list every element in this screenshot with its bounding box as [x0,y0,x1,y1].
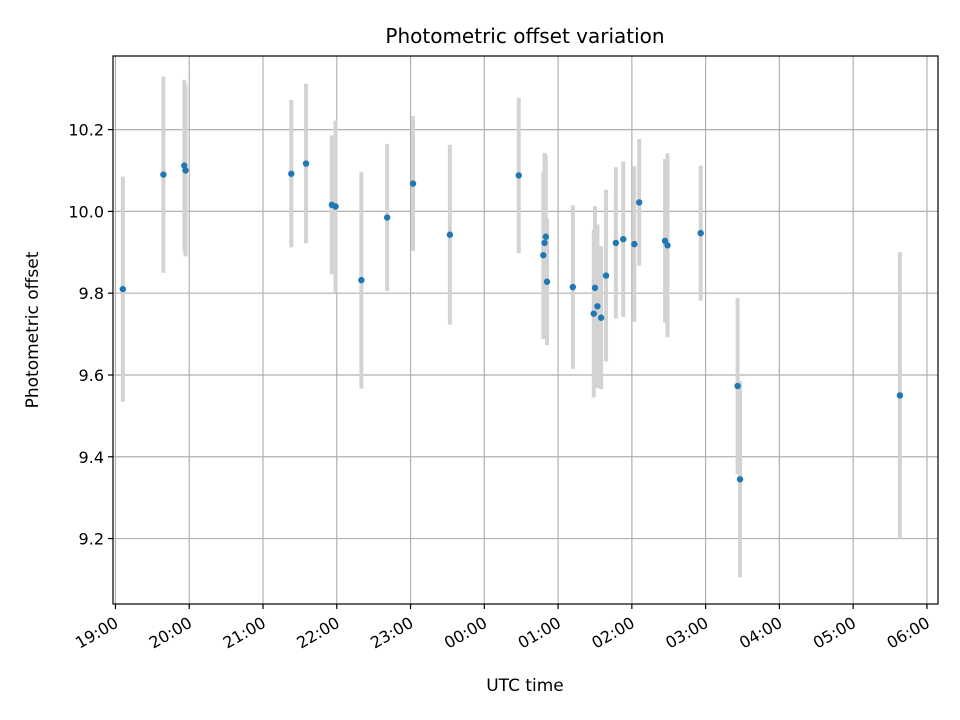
x-axis-label: UTC time [486,676,564,696]
plot-area-frame [112,55,939,605]
data-point [542,233,549,240]
data-point [597,314,605,321]
data-point [302,160,310,167]
data-point [612,239,620,247]
data-point [358,276,365,284]
y-tick-label: 9.8 [79,284,104,303]
data-point [288,170,295,177]
data-point [182,167,189,174]
data-point [620,236,627,243]
y-tick-label: 10.2 [68,121,104,140]
data-point [636,199,643,206]
y-tick-label: 9.6 [79,366,104,385]
data-point [541,239,548,247]
data-point [332,203,339,210]
data-point [569,283,577,291]
data-point [119,285,127,293]
data-point [697,229,704,237]
data-point [383,214,391,221]
data-point [446,231,454,238]
data-point [591,284,599,292]
data-point [181,162,188,169]
data-point [515,172,522,179]
data-point [409,180,417,187]
data-point [664,242,671,249]
y-tick-label: 10.0 [68,202,104,221]
y-tick-label: 9.2 [79,530,104,549]
data-point [631,240,638,248]
data-points [119,160,904,483]
data-point [590,310,597,317]
chart-title: Photometric offset variation [385,24,664,48]
data-point [896,392,904,399]
y-axis: 9.2 9.4 9.6 9.8 10.0 10.2 [68,121,113,549]
data-point [540,251,547,259]
y-tick-label: 9.4 [79,448,104,467]
data-point [734,382,741,390]
data-point [602,272,610,279]
data-point [736,476,744,483]
y-axis-label: Photometric offset [23,251,43,408]
data-point [160,171,167,178]
grid [113,56,938,604]
data-point [543,278,551,285]
data-point [594,303,601,310]
